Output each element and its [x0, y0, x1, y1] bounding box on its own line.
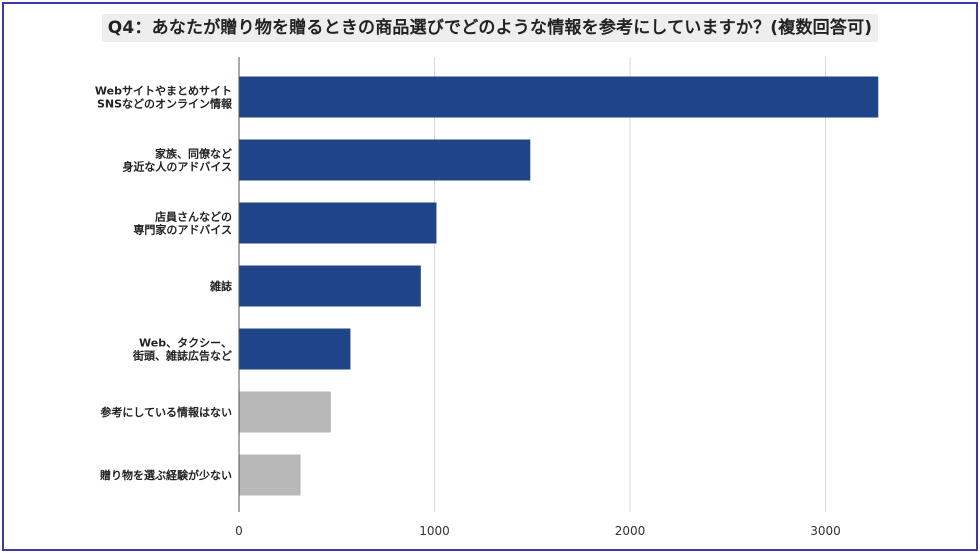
bar-2: [239, 139, 531, 181]
bar-4: [239, 265, 421, 307]
x-tick-label-2000: 2000: [615, 524, 646, 538]
chart-title: Q4：あなたが贈り物を贈るときの商品選びでどのような情報を参考にしていますか？(…: [101, 14, 879, 42]
bar-1: [239, 76, 879, 118]
category-label-5-line-1: Web、タクシー、: [139, 337, 232, 350]
x-tick-label-1000: 1000: [419, 524, 450, 538]
category-label-7: 贈り物を選ぶ経験が少ない: [100, 468, 232, 482]
bar-3: [239, 202, 437, 244]
bar-7: [239, 454, 301, 496]
category-label-6: 参考にしている情報はない: [100, 405, 232, 419]
bar-6: [239, 391, 331, 433]
bar-5: [239, 328, 351, 370]
category-label-3-line-1: 店員さんなどの: [155, 210, 232, 224]
category-label-4: 雑誌: [209, 279, 232, 293]
category-label-1-line-2: SNSなどのオンライン情報: [97, 97, 233, 111]
category-label-5-line-2: 街頭、雑誌広告など: [132, 349, 232, 363]
x-tick-label-3000: 3000: [810, 524, 841, 538]
category-label-2-line-2: 身近な人のアドバイス: [122, 160, 232, 174]
x-tick-label-0: 0: [235, 524, 243, 538]
chart-title-area: Q4：あなたが贈り物を贈るときの商品選びでどのような情報を参考にしていますか？(…: [0, 14, 980, 42]
category-label-3-line-2: 専門家のアドバイス: [133, 223, 232, 237]
category-label-1-line-1: Webサイトやまとめサイト: [95, 85, 232, 98]
category-label-2-line-1: 家族、同僚など: [155, 147, 232, 161]
